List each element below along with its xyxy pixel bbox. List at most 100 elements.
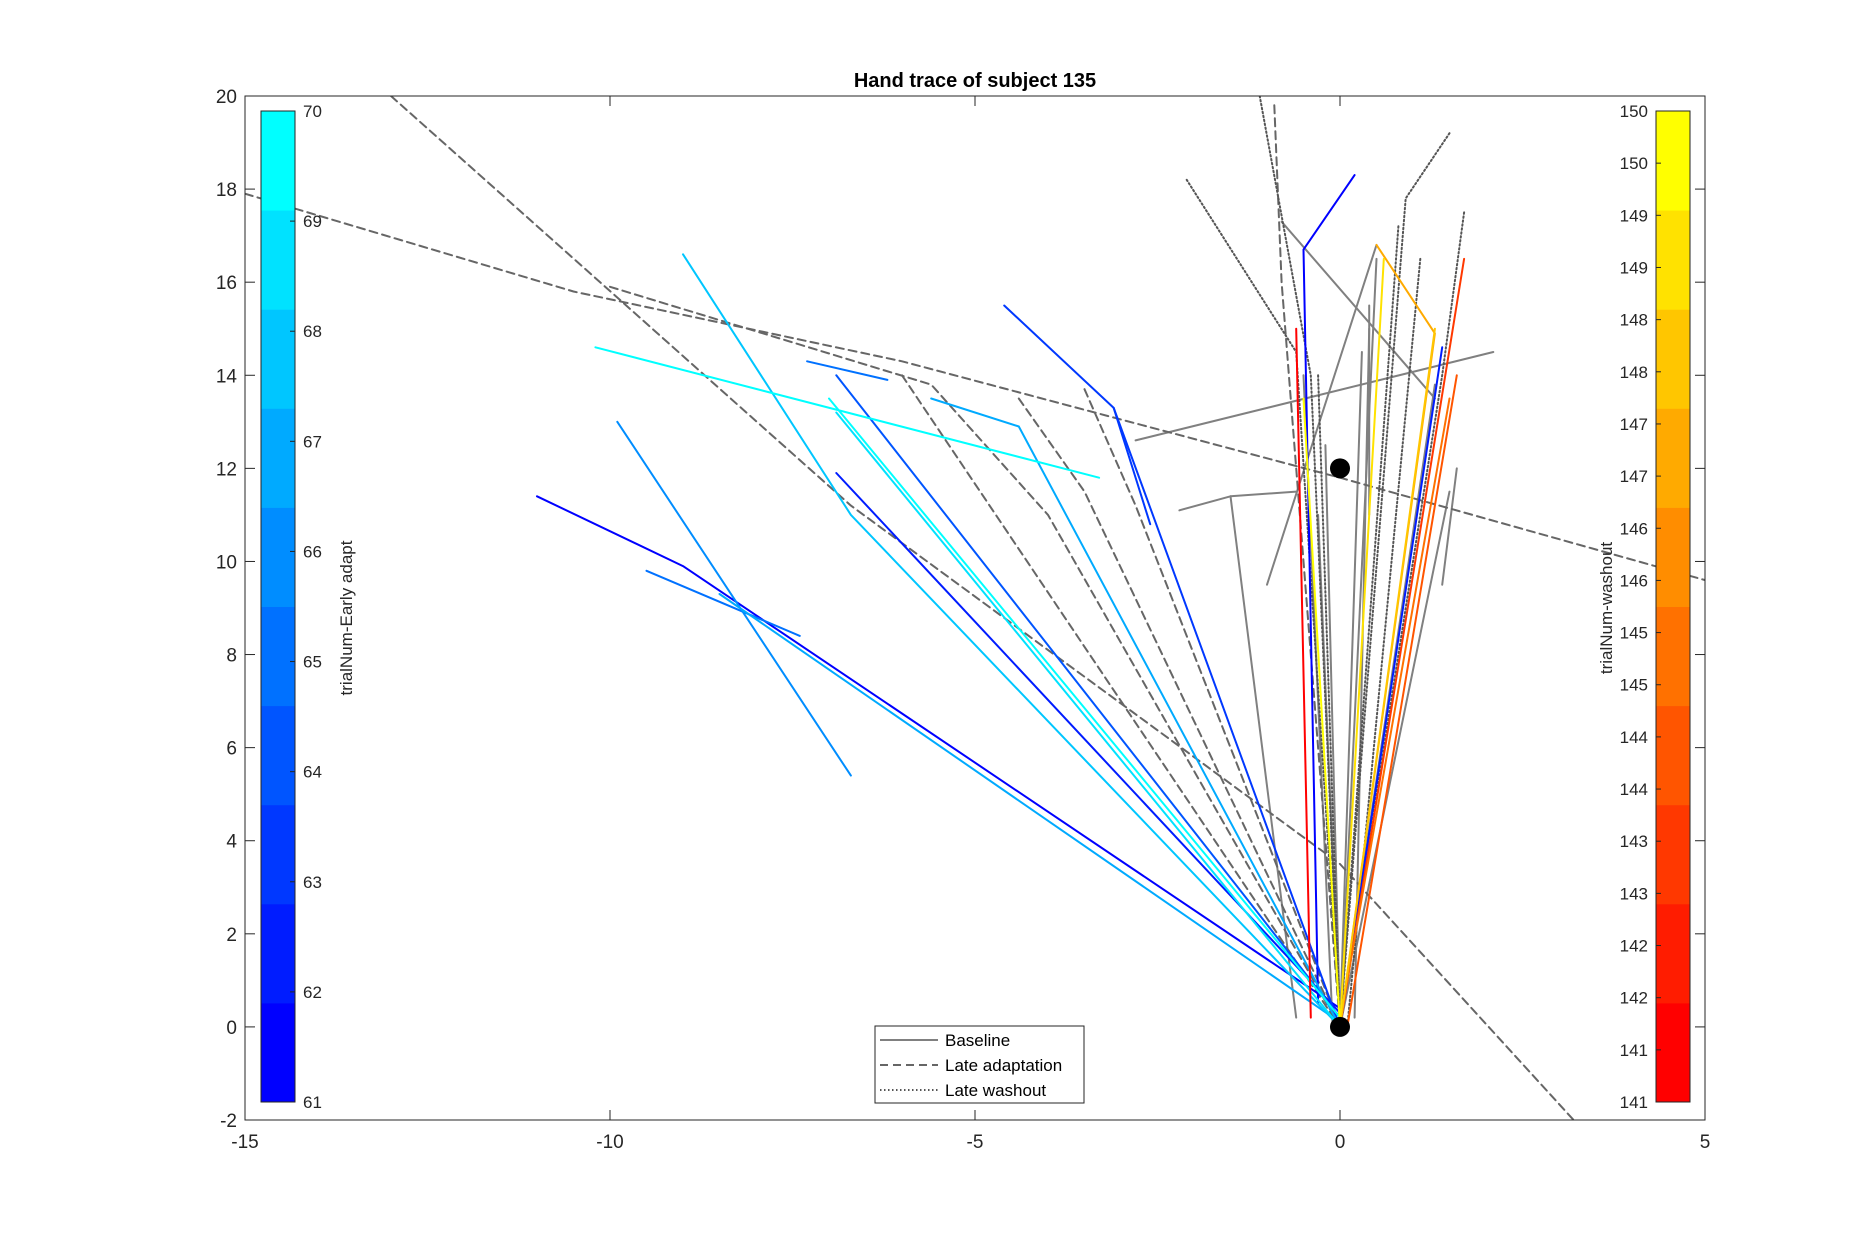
colorbar-segment xyxy=(1656,606,1690,707)
colorbar-frame xyxy=(260,110,296,1103)
y-tick-label: 8 xyxy=(226,646,237,667)
trace-baseline-10 xyxy=(1266,243,1378,586)
trace-early-adapt-39 xyxy=(718,593,1341,1024)
colorbar-tick-label: 147 xyxy=(1620,415,1648,434)
colorbar-segment xyxy=(261,705,295,806)
colorbar-frame xyxy=(1655,110,1691,1103)
colorbar-tick-label: 145 xyxy=(1620,624,1648,643)
y-tick-label: 4 xyxy=(226,832,237,853)
colorbar-left-label: trialNum-Early adapt xyxy=(337,540,356,695)
colorbar-tick-label: 141 xyxy=(1620,1093,1648,1112)
colorbar-tick-label: 143 xyxy=(1620,832,1648,851)
colorbar-segment xyxy=(261,111,295,211)
y-tick-label: 0 xyxy=(226,1018,237,1039)
trace-early-adapt-32 xyxy=(835,472,1341,1014)
trace-early-adapt-40 xyxy=(930,397,1341,1028)
colorbar-tick-label: 144 xyxy=(1620,780,1648,799)
colorbar-washout: 141 141 142 142 143 143 144 144 145 145 146 146 147 1… xyxy=(1620,102,1691,1112)
colorbar-segment xyxy=(1656,210,1690,310)
colorbar-tick-label: 149 xyxy=(1620,206,1648,225)
trace-late-washout-26 xyxy=(1339,225,1400,1028)
colorbar-segment xyxy=(261,507,295,607)
legend: Baseline Late adaptation Late washout xyxy=(874,1025,1085,1104)
trace-late-washout-24 xyxy=(1339,132,1451,1028)
colorbar-early-adapt: 61 62 63 64 65 66 67 68 69 70 xyxy=(260,102,322,1112)
y-tick-label: 12 xyxy=(216,459,237,480)
y-tick-label: 10 xyxy=(216,552,237,573)
plot-area xyxy=(245,96,1705,1120)
colorbar-segment xyxy=(1656,309,1690,409)
trace-early-adapt-42 xyxy=(835,411,1341,1028)
colorbar-tick-label: 67 xyxy=(303,432,322,451)
trace-washout-52 xyxy=(1302,397,1341,1028)
colorbar-segment xyxy=(1656,804,1690,905)
colorbar-tick-label: 150 xyxy=(1620,154,1648,173)
legend-label-late-adaptation: Late adaptation xyxy=(945,1056,1062,1075)
colorbar-tick-label: 147 xyxy=(1620,467,1648,486)
trace-early-adapt-38 xyxy=(616,420,852,777)
colorbar-tick-label: 141 xyxy=(1620,1041,1648,1060)
colorbar-segment xyxy=(1656,111,1690,211)
colorbar-segment xyxy=(1656,903,1690,1004)
colorbar-right-label: trialNum-washout xyxy=(1597,542,1616,675)
trace-early-adapt-37 xyxy=(645,569,801,637)
y-tick-label: 6 xyxy=(226,739,237,760)
trace-washout-50 xyxy=(1339,327,1436,1028)
colorbar-tick-label: 142 xyxy=(1620,989,1648,1008)
colorbar-tick-label: 144 xyxy=(1620,728,1648,747)
trace-early-adapt-36 xyxy=(806,360,889,381)
x-tick-label: 5 xyxy=(1700,1132,1711,1153)
trace-late-adaptation-15 xyxy=(245,192,1705,582)
trace-early-adapt-29 xyxy=(536,495,1341,1010)
colorbar-tick-label: 148 xyxy=(1620,311,1648,330)
trace-baseline-13 xyxy=(1441,467,1458,586)
colorbar-tick-label: 66 xyxy=(303,542,322,561)
colorbar-tick-label: 146 xyxy=(1620,571,1648,590)
trace-baseline-5 xyxy=(1324,444,1341,1028)
colorbar-tick-label: 69 xyxy=(303,212,322,231)
colorbar-segment xyxy=(261,903,295,1004)
trace-early-adapt-44 xyxy=(828,397,1341,1019)
colorbar-segment xyxy=(1656,705,1690,806)
y-tick-label: 2 xyxy=(226,925,237,946)
trace-baseline-3 xyxy=(1339,257,1378,1028)
markers-group xyxy=(1330,458,1350,1037)
x-tick-label: -5 xyxy=(967,1132,984,1153)
colorbar-tick-label: 143 xyxy=(1620,884,1648,903)
colorbar-tick-label: 149 xyxy=(1620,258,1648,277)
y-tick-label: 16 xyxy=(216,273,237,294)
colorbar-segment xyxy=(261,309,295,409)
trace-washout-48 xyxy=(1339,397,1451,1024)
trace-late-washout-27 xyxy=(1317,374,1341,1028)
colorbar-tick-label: 65 xyxy=(303,653,322,672)
trace-baseline-9 xyxy=(1134,351,1495,442)
trace-early-adapt-34 xyxy=(1112,406,1341,1028)
trace-late-adaptation-19 xyxy=(1083,388,1341,1028)
colorbar-tick-label: 64 xyxy=(303,763,322,782)
trace-baseline-6 xyxy=(1339,490,1451,1028)
colorbar-segment xyxy=(261,804,295,905)
trace-late-washout-28 xyxy=(1346,257,1422,1028)
trace-early-adapt-43 xyxy=(594,346,1101,479)
trace-washout-51 xyxy=(1339,257,1385,1028)
colorbar-tick-label: 145 xyxy=(1620,676,1648,695)
trace-baseline-4 xyxy=(1339,351,1363,1028)
trace-late-washout-22 xyxy=(1258,96,1341,1028)
colorbar-segment xyxy=(261,606,295,707)
colorbar-tick-label: 142 xyxy=(1620,937,1648,956)
x-ticks: -15 -10 -5 0 5 xyxy=(231,96,1710,1153)
trace-late-adaptation-18 xyxy=(1017,397,1341,1028)
trace-washout-45 xyxy=(1295,327,1312,1019)
y-tick-label: -2 xyxy=(220,1111,237,1132)
colorbar-tick-label: 146 xyxy=(1620,519,1648,538)
colorbar-segment xyxy=(261,210,295,310)
legend-label-baseline: Baseline xyxy=(945,1031,1010,1050)
x-tick-label: -15 xyxy=(231,1132,258,1153)
colorbar-segment xyxy=(1656,1002,1690,1103)
chart-title: Hand trace of subject 135 xyxy=(854,70,1096,92)
trace-early-adapt-41 xyxy=(682,253,1341,1028)
trace-baseline-11 xyxy=(1280,220,1436,400)
y-tick-label: 20 xyxy=(216,87,237,108)
